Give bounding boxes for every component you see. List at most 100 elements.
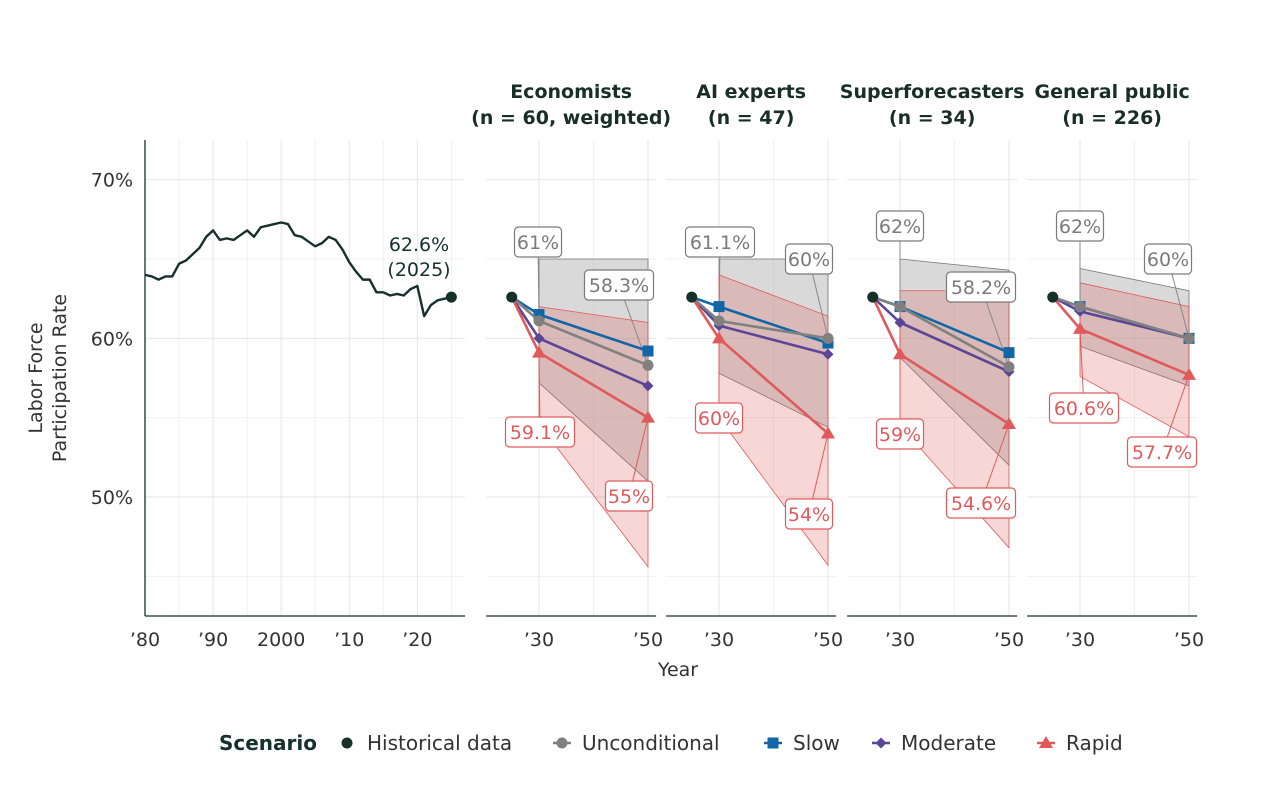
y-axis-label-line2: Participation Rate	[49, 294, 71, 462]
x-tick-label: ’80	[130, 629, 160, 651]
value-label-box	[513, 226, 563, 258]
unconditional-marker-2030	[533, 315, 545, 327]
value-label: 61%	[517, 232, 559, 254]
x-tick-label: ’50	[813, 629, 843, 651]
facet-title-line2: (n = 60, weighted)	[471, 107, 671, 129]
x-tick-label: ’90	[198, 629, 228, 651]
legend-title: Scenario	[219, 731, 317, 755]
y-tick-label: 70%	[91, 170, 133, 192]
rapid-marker-2050	[1002, 417, 1016, 430]
moderate-marker-2030	[533, 332, 545, 344]
annotation-year: (2025)	[387, 259, 450, 281]
rapid-marker-2050	[641, 410, 655, 423]
value-label-box	[1126, 436, 1198, 468]
rapid-marker-2030	[532, 345, 546, 358]
rapid-marker-2030	[1073, 321, 1087, 334]
rapid-marker-2050	[1182, 367, 1196, 380]
unconditional-marker-2030	[1074, 301, 1086, 313]
legend-diamond-icon	[875, 737, 887, 749]
value-label-box	[604, 480, 654, 512]
facet-title-line1: Superforecasters	[840, 81, 1025, 103]
x-tick-label: ’30	[885, 629, 915, 651]
x-tick-label: ’10	[334, 629, 364, 651]
value-label-box	[583, 269, 655, 301]
x-tick-label: ’30	[704, 629, 734, 651]
x-tick-label: ’50	[994, 629, 1024, 651]
facet-title-line1: AI experts	[696, 81, 806, 103]
legend-item: Historical data	[341, 731, 512, 755]
x-tick-label: ’50	[633, 629, 663, 651]
legend-triangle-icon	[1039, 736, 1053, 748]
value-label-box	[504, 416, 576, 448]
y-tick-label: 50%	[91, 487, 133, 509]
rapid-marker-2030	[712, 331, 726, 344]
annotation-value: 62.6%	[389, 234, 449, 256]
facet-title-line2: (n = 34)	[889, 107, 975, 129]
start-point-marker	[867, 291, 879, 303]
facet-panel: Superforecasters (n = 34) ’30 ’50 62% 58.2% 59…	[840, 81, 1025, 651]
moderate-marker-2030	[894, 316, 906, 328]
legend-circle-icon	[341, 737, 353, 749]
value-label: 54%	[788, 504, 830, 526]
slow-marker-2030	[713, 301, 725, 313]
facet-title-line1: Economists	[510, 81, 632, 103]
start-point-marker	[686, 291, 698, 303]
value-label: 61.1%	[690, 232, 750, 254]
value-label-box	[1048, 392, 1120, 424]
value-label-box	[684, 226, 756, 258]
value-label: 58.3%	[589, 275, 649, 297]
legend-label: Rapid	[1066, 731, 1123, 755]
x-tick-label: 2000	[257, 629, 305, 651]
value-label-box	[1143, 243, 1193, 275]
x-tick-label: ’30	[524, 629, 554, 651]
value-label-box	[784, 498, 834, 530]
historical-line	[144, 221, 452, 318]
value-label-box	[875, 418, 925, 450]
legend-circle-icon	[556, 737, 568, 749]
legend-label: Slow	[793, 731, 840, 755]
rapid-marker-2030	[893, 347, 907, 360]
slow-marker-2050	[642, 345, 654, 357]
value-label-box	[694, 402, 744, 434]
value-label: 62%	[1059, 216, 1101, 238]
unconditional-marker-2050	[642, 359, 654, 371]
value-label-box	[784, 243, 834, 275]
value-label: 57.7%	[1132, 442, 1192, 464]
legend-item: Rapid	[1037, 731, 1123, 755]
legend: Scenario Historical data Unconditional Slow…	[219, 731, 1123, 755]
value-label: 58.2%	[951, 277, 1011, 299]
legend-item: Moderate	[872, 731, 996, 755]
value-label: 59%	[879, 424, 921, 446]
historical-panel: 50% 60% 70% ’80 ’90 2000 ’10 ’20 62.6% (2025)	[91, 140, 465, 651]
value-label-box	[1055, 210, 1105, 242]
unconditional-marker-2050	[1183, 332, 1195, 344]
legend-item: Unconditional	[553, 731, 720, 755]
start-point-marker	[506, 291, 518, 303]
unconditional-marker-2050	[1003, 361, 1015, 373]
slow-marker-2030	[533, 309, 545, 321]
legend-square-icon	[767, 737, 779, 749]
facet-title-line1: General public	[1035, 81, 1190, 103]
facet-panel: AI experts (n = 47) ’30 ’50 61.1% 60% 60% 54%	[666, 81, 843, 651]
x-tick-label: ’50	[1174, 629, 1204, 651]
value-label: 59.1%	[510, 422, 570, 444]
start-point-marker	[1047, 291, 1059, 303]
facet-title-line2: (n = 47)	[708, 107, 794, 129]
unconditional-marker-2030	[894, 301, 906, 313]
value-label: 54.6%	[951, 493, 1011, 515]
value-label: 60.6%	[1054, 398, 1114, 420]
legend-label: Unconditional	[582, 731, 720, 755]
x-axis-label: Year	[657, 659, 698, 681]
x-tick-label: ’20	[402, 629, 432, 651]
value-label: 60%	[1147, 249, 1189, 271]
value-label: 62%	[879, 216, 921, 238]
y-axis-label-line1: Labor Force	[25, 322, 47, 433]
facet-panel: Economists (n = 60, weighted) ’30 ’50 61% 58.…	[471, 81, 671, 651]
value-label: 60%	[788, 249, 830, 271]
value-label: 60%	[698, 408, 740, 430]
value-label-box	[875, 210, 925, 242]
moderate-marker-2050	[642, 380, 654, 392]
slow-marker-2050	[1003, 347, 1015, 359]
historical-endpoint-marker	[445, 291, 457, 303]
